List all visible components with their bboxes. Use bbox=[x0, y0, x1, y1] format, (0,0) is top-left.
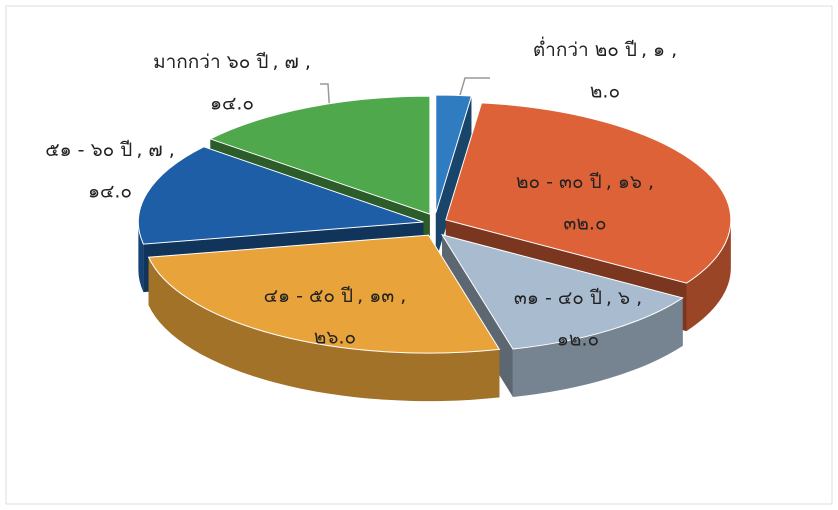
category-label: ๔๑ - ๕๐ ปี bbox=[264, 285, 353, 307]
value-label: , ๑๖ , bbox=[606, 171, 654, 193]
percent-label: ๑๔.๐ bbox=[210, 93, 254, 115]
value-label: , ๖ , bbox=[606, 287, 642, 309]
slice bbox=[209, 95, 431, 215]
category-label: ต่ำกว่า ๒๐ ปี bbox=[533, 36, 637, 61]
slice bbox=[445, 102, 732, 284]
value-label: , ๗ , bbox=[272, 51, 310, 73]
category-label: ๒๐ - ๓๐ ปี bbox=[516, 171, 602, 193]
slice-wall bbox=[435, 95, 472, 262]
data-label: ๕๑ - ๖๐ ปี, ๗ , bbox=[45, 139, 175, 161]
value-label: , ๗ , bbox=[136, 139, 174, 161]
slice bbox=[435, 94, 473, 214]
data-label: ๒๐ - ๓๐ ปี, ๑๖ , bbox=[516, 171, 654, 193]
slice-side bbox=[512, 297, 683, 398]
data-label: ต่ำกว่า ๒๐ ปี, ๑ , bbox=[533, 36, 677, 61]
category-label: ๓๑ - ๔๐ ปี bbox=[514, 287, 602, 309]
slice-side bbox=[686, 219, 731, 332]
data-label: ๔๑ - ๕๐ ปี, ๑๓ , bbox=[264, 285, 407, 307]
data-label: มากกว่า ๖๐ ปี, ๗ , bbox=[153, 51, 311, 73]
percent-label: ๒.๐ bbox=[590, 81, 620, 103]
data-label: ๓๑ - ๔๐ ปี, ๖ , bbox=[514, 287, 642, 309]
percent-label: ๑๒.๐ bbox=[557, 329, 599, 351]
value-label: , ๑๓ , bbox=[357, 285, 406, 307]
pie bbox=[137, 94, 732, 402]
slice bbox=[440, 233, 684, 350]
slice bbox=[137, 146, 424, 245]
percent-label: ๑๔.๐ bbox=[88, 181, 132, 203]
percent-label: ๓๒.๐ bbox=[563, 213, 606, 235]
slice-side bbox=[148, 257, 500, 402]
slice bbox=[147, 234, 501, 354]
value-label: , ๑ , bbox=[641, 39, 677, 61]
category-label: ๕๑ - ๖๐ ปี bbox=[45, 139, 132, 161]
percent-label: ๒๖.๐ bbox=[314, 327, 356, 349]
category-label: มากกว่า ๖๐ ปี bbox=[153, 51, 268, 73]
slice-side bbox=[138, 222, 144, 293]
